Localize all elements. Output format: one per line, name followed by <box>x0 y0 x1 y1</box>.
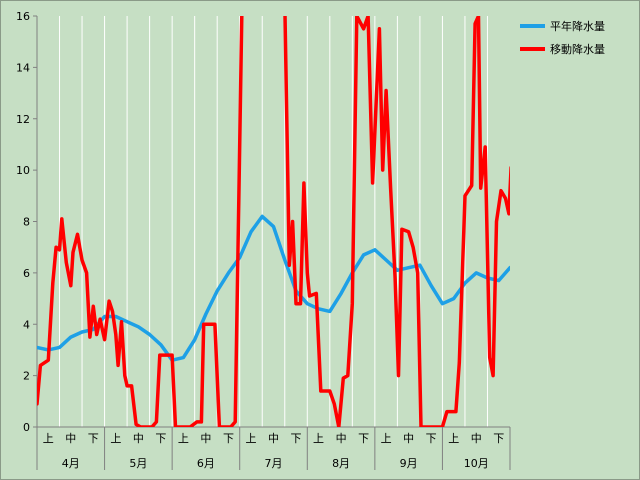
x-period-label: 下 <box>155 432 166 445</box>
x-month-label: 10月 <box>464 457 489 470</box>
x-period-label: 中 <box>268 432 279 445</box>
y-tick-label: 12 <box>16 113 30 126</box>
x-month-label: 6月 <box>197 457 215 470</box>
x-period-label: 上 <box>313 432 324 445</box>
y-tick-label: 6 <box>23 267 30 280</box>
y-tick-label: 0 <box>23 421 30 434</box>
x-period-label: 下 <box>358 432 369 445</box>
x-period-label: 中 <box>65 432 76 445</box>
legend-label: 移動降水量 <box>550 42 605 56</box>
series-line-moving-precip <box>37 16 510 427</box>
x-period-label: 上 <box>178 432 189 445</box>
x-period-label: 上 <box>43 432 54 445</box>
plot-area <box>37 16 510 427</box>
series-line-normal-precip <box>37 214 510 362</box>
x-period-label: 上 <box>448 432 459 445</box>
x-period-label: 中 <box>403 432 414 445</box>
x-period-label: 上 <box>245 432 256 445</box>
x-month-label: 8月 <box>332 457 350 470</box>
x-period-label: 下 <box>223 432 234 445</box>
x-period-label: 中 <box>471 432 482 445</box>
legend-label: 平年降水量 <box>550 19 605 33</box>
x-period-label: 中 <box>133 432 144 445</box>
y-tick-label: 8 <box>23 216 30 229</box>
x-period-label: 下 <box>88 432 99 445</box>
y-tick-label: 10 <box>16 164 30 177</box>
x-month-label: 4月 <box>62 457 80 470</box>
x-period-label: 上 <box>110 432 121 445</box>
x-month-label: 9月 <box>400 457 418 470</box>
x-period-label: 下 <box>291 432 302 445</box>
y-tick-label: 16 <box>16 10 30 23</box>
x-period-label: 下 <box>493 432 504 445</box>
y-tick-label: 4 <box>23 318 30 331</box>
x-month-label: 7月 <box>265 457 283 470</box>
x-period-label: 下 <box>426 432 437 445</box>
x-period-label: 中 <box>200 432 211 445</box>
x-period-label: 中 <box>336 432 347 445</box>
x-month-label: 5月 <box>129 457 147 470</box>
y-tick-label: 14 <box>16 61 30 74</box>
x-period-label: 上 <box>381 432 392 445</box>
y-tick-label: 2 <box>23 370 30 383</box>
